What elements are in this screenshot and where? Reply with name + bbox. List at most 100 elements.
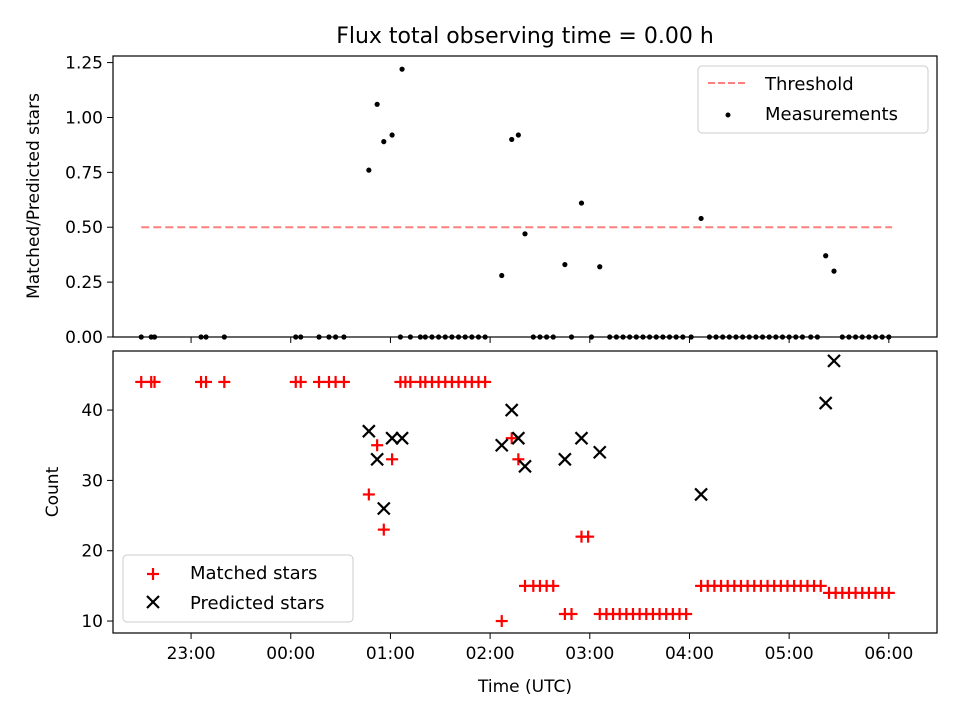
matched-star-point-4 [200, 375, 213, 388]
predicted-stars-legend-swatch [146, 595, 160, 609]
matched-star-point-2 [148, 375, 161, 388]
top-x-ticks [190, 337, 890, 343]
predicted-star-point-0 [362, 424, 376, 438]
predicted-star-stroke-b [574, 431, 589, 445]
measurement-point-33 [522, 231, 528, 237]
predicted-star-point-2 [377, 501, 391, 516]
measurement-point-38 [562, 261, 568, 268]
measurement-point-12 [366, 167, 372, 173]
predicted-stars-legend-label: Predicted stars [190, 593, 324, 614]
top-ytick-label-4: 1.00 [65, 108, 103, 128]
matched-star-point-7 [294, 375, 307, 388]
top-y-axis-label: Matched/Predicted stars [24, 93, 44, 299]
top-ytick-label-2: 0.50 [65, 218, 103, 238]
matched-star-point-30 [495, 615, 508, 628]
predicted-star-stroke-b [370, 452, 384, 467]
predicted-star-point-7 [511, 431, 526, 445]
measurement-point-15 [389, 132, 395, 138]
matched-star-point-41 [582, 530, 595, 543]
predicted-star-stroke-b [818, 396, 833, 410]
predicted-star-stroke-b [395, 431, 409, 445]
matched-star-point-55 [680, 608, 693, 621]
predicted-star-stroke-b [511, 431, 526, 445]
top-ytick-label-5: 1.25 [65, 54, 103, 74]
measurement-point-75 [831, 268, 837, 274]
bottom-ytick-label-1: 20 [81, 542, 103, 562]
top-legend-box [697, 65, 929, 134]
predicted-star-stroke-b [558, 452, 572, 467]
measurement-point-42 [597, 264, 603, 270]
top-ytick-label-3: 0.75 [65, 163, 103, 183]
bottom-legend-box [122, 554, 354, 623]
top-ytick-label-0: 0.00 [65, 328, 103, 348]
predicted-star-stroke-b [694, 487, 708, 502]
measurements-legend-swatch [725, 112, 731, 118]
bottom-xtick-label-2: 01:00 [366, 644, 415, 664]
measurements-legend-label: Measurements [765, 104, 898, 125]
matched-star-point-11 [337, 375, 350, 388]
bottom-xtick-label-3: 02:00 [466, 644, 515, 664]
predicted-star-point-4 [395, 431, 409, 445]
measurement-point-40 [578, 200, 585, 206]
predicted-star-stroke-b [362, 424, 376, 438]
predicted-star-stroke-b [827, 354, 841, 368]
matched-stars-legend-swatch [147, 568, 159, 580]
bottom-panel: 10 20 30 40 23:00 00:00 01:00 02:00 03:00 04:00 0… [43, 350, 938, 697]
matched-stars-legend-label: Matched stars [190, 563, 317, 584]
matched-star-point-5 [218, 375, 231, 388]
predicted-star-point-8 [518, 459, 532, 474]
predicted-star-point-10 [574, 431, 589, 445]
bottom-legend: Matched stars Predicted stars [122, 554, 354, 623]
bottom-ytick-label-2: 30 [81, 471, 103, 491]
matched-star-point-15 [386, 453, 399, 466]
matched-star-point-12 [362, 488, 375, 501]
matched-star-point-29 [479, 375, 492, 388]
matched-star-point-32 [512, 453, 525, 466]
predicted-star-point-9 [558, 452, 572, 467]
top-panel: 0.00 0.25 0.50 0.75 1.00 1.25 Matched/Predict… [24, 54, 938, 348]
matched-star-point-14 [377, 523, 390, 536]
top-y-ticks: 0.00 0.25 0.50 0.75 1.00 1.25 [65, 54, 113, 348]
bottom-y-ticks: 10 20 30 40 [81, 401, 113, 632]
predicted-star-stroke-b [518, 459, 532, 474]
predicted-star-point-12 [694, 487, 708, 502]
measurement-point-14 [381, 139, 387, 145]
bottom-xtick-label-6: 05:00 [765, 644, 814, 664]
bottom-plot-frame [112, 350, 938, 634]
bottom-xtick-label-5: 04:00 [665, 644, 714, 664]
chart-title: Flux total observing time = 0.00 h [336, 24, 714, 49]
top-legend: Threshold Measurements [697, 65, 929, 134]
bottom-ytick-label-0: 10 [81, 612, 103, 632]
matched-star-point-39 [565, 608, 578, 621]
bottom-xtick-label-0: 23:00 [167, 644, 216, 664]
measurement-point-13 [374, 101, 380, 107]
measurement-point-32 [515, 132, 521, 138]
bottom-x-ticks: 23:00 00:00 01:00 02:00 03:00 04:00 05:00 06:00 [167, 633, 913, 664]
predicted-star-stroke-b [504, 403, 519, 417]
measurement-point-74 [823, 253, 829, 259]
bottom-xtick-label-7: 06:00 [864, 644, 913, 664]
matched-star-point-31 [505, 432, 518, 445]
predicted-star-point-3 [385, 431, 399, 445]
predicted-star-point-13 [818, 396, 833, 410]
predicted-star-point-11 [592, 445, 607, 460]
matched-star-point-13 [371, 439, 384, 452]
predicted-star-point-14 [827, 354, 841, 368]
bottom-y-axis-label: Count [43, 466, 63, 517]
matched-star-point-37 [547, 579, 560, 592]
predicted-star-stroke-b [385, 431, 399, 445]
bottom-ytick-label-3: 40 [81, 401, 103, 421]
matched-star-point-74 [814, 579, 827, 592]
measurement-point-56 [698, 215, 704, 222]
top-plot-frame [112, 55, 938, 338]
predicted-star-point-6 [504, 403, 519, 417]
x-axis-label: Time (UTC) [477, 677, 572, 697]
predicted-star-stroke-b [592, 445, 607, 460]
measurement-point-16 [399, 66, 405, 72]
bottom-plot-marks [135, 354, 895, 628]
predicted-star-stroke-b [494, 438, 509, 453]
measurement-point-31 [509, 136, 515, 143]
measurement-point-30 [499, 272, 505, 279]
matched-star-point-84 [882, 586, 895, 599]
